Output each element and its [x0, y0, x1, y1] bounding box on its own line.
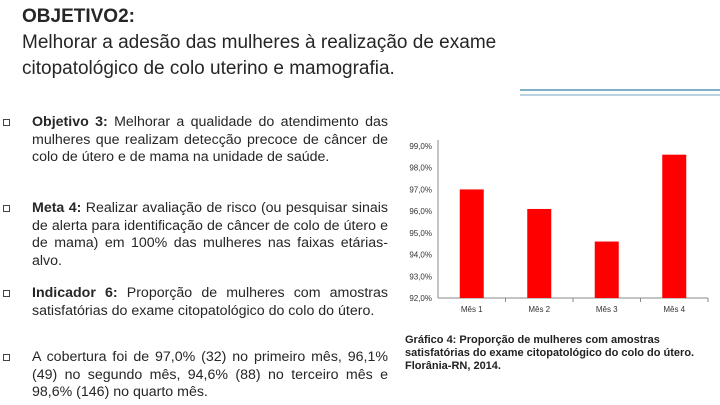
accent-line: [520, 94, 720, 96]
y-tick-label: 93,0%: [409, 272, 432, 281]
y-tick-label: 95,0%: [409, 229, 432, 238]
bar-chart: 92,0% 93,0% 94,0% 95,0% 96,0% 97,0% 98,0% 99,0%…: [409, 140, 709, 314]
bullet-text: Objetivo 3: Melhorar a qualidade do aten…: [32, 114, 388, 167]
bullet-text: A cobertura foi de 97,0% (32) no primeir…: [32, 349, 388, 402]
x-tick-label: Mês 3: [596, 305, 618, 314]
bullet-text: Meta 4: Realizar avaliação de risco (ou …: [32, 200, 388, 270]
page-title: OBJETIVO2: Melhorar a adesão das mulhere…: [22, 4, 622, 82]
bar: [662, 154, 687, 298]
bullet-bold-label: Objetivo 3:: [32, 114, 108, 130]
y-tick-label: 98,0%: [409, 164, 432, 173]
square-bullet-icon: [3, 354, 10, 361]
x-tick-label: Mês 1: [461, 305, 483, 314]
bullet-bold-label: Indicador 6:: [32, 285, 118, 301]
title-line-1: Melhorar a adesão das mulheres à realiza…: [22, 32, 497, 53]
title-heading: OBJETIVO2:: [22, 6, 135, 27]
bullet-body: Melhorar a qualidade do atendimento das …: [32, 114, 388, 165]
bullet-body: A cobertura foi de 97,0% (32) no primeir…: [32, 349, 388, 400]
x-tick-label: Mês 2: [528, 305, 550, 314]
accent-line: [520, 89, 720, 91]
bar: [527, 208, 552, 298]
bar: [459, 189, 484, 298]
y-tick-label: 92,0%: [409, 294, 432, 303]
bar: [594, 241, 619, 298]
x-tick-label: Mês 4: [663, 305, 685, 314]
title-line-2: citopatológico de colo uterino e mamogra…: [22, 58, 395, 79]
decorative-accent-lines: [520, 86, 720, 100]
bullet-bold-label: Meta 4:: [32, 200, 82, 216]
bullet-body: Realizar avaliação de risco (ou pesquisa…: [32, 200, 388, 269]
y-tick-label: 97,0%: [409, 185, 432, 194]
square-bullet-icon: [3, 119, 10, 126]
bullet-text: Indicador 6: Proporção de mulheres com a…: [32, 285, 388, 320]
y-tick-label: 99,0%: [409, 142, 432, 151]
y-tick-label: 94,0%: [409, 251, 432, 260]
y-tick-label: 96,0%: [409, 207, 432, 216]
square-bullet-icon: [3, 205, 10, 212]
bullet-body: Proporção de mulheres com amostras satis…: [32, 285, 388, 319]
chart-caption: Gráfico 4: Proporção de mulheres com amo…: [405, 334, 695, 372]
square-bullet-icon: [3, 290, 10, 297]
